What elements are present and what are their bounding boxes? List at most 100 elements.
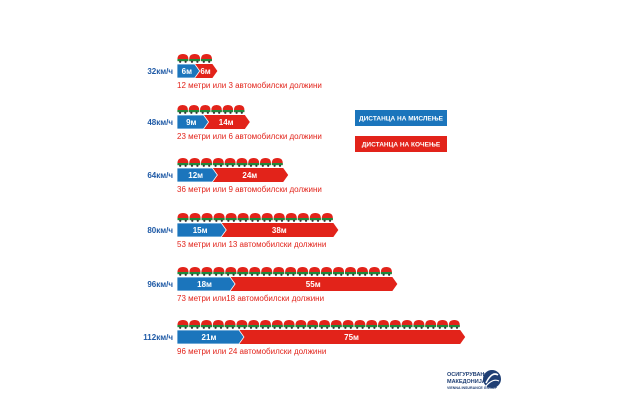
car-wheel (219, 164, 223, 167)
car-icon (201, 158, 212, 167)
speed-label: 80км/ч (147, 226, 173, 235)
car-wheel (190, 164, 194, 167)
car-wheel (444, 326, 447, 329)
car-icon (285, 267, 297, 276)
car-icon (297, 267, 309, 276)
car-icon (297, 213, 309, 222)
car-wheel (256, 219, 260, 222)
car-stripe (437, 325, 448, 328)
bar-thinking (176, 114, 210, 130)
car-stripe (177, 272, 189, 275)
car-wheel (403, 326, 406, 329)
car-wheel (382, 273, 385, 276)
car-wheel (455, 326, 459, 329)
car-icon (273, 267, 285, 276)
chart-row: 80км/ч 15м 38м 53 метри или 13 автомобилски… (147, 213, 339, 249)
car-wheel (208, 164, 211, 167)
car-wheel (235, 111, 238, 114)
car-stripe (222, 110, 234, 113)
label-braking: 55м (306, 280, 321, 289)
car-wheel (268, 273, 271, 276)
car-stripe (224, 163, 236, 166)
car-wheel (238, 164, 241, 167)
car-icon (248, 320, 260, 329)
car-wheel (349, 326, 352, 329)
logo-line-1: ОСИГУРУВАЊЕ (447, 372, 490, 378)
car-stripe (248, 325, 260, 328)
label-thinking: 9м (186, 118, 196, 127)
car-wheel (299, 219, 302, 222)
car-stripe (307, 325, 319, 328)
car-stripe (211, 110, 222, 113)
label-thinking: 15м (193, 226, 208, 235)
chart-row: 64км/ч 12м 24м 36 метри или 9 автомобилски … (147, 158, 322, 194)
car-wheel (190, 111, 193, 114)
car-stripe (354, 325, 366, 328)
car-icon (261, 213, 273, 222)
company-logo: ОСИГУРУВАЊЕ МАКЕДОНИЈА VIENNA INSURANCE … (447, 370, 501, 390)
car-icon (321, 213, 333, 222)
speed-label: 112км/ч (143, 333, 173, 342)
car-icon (378, 320, 389, 329)
car-stripe (321, 272, 333, 275)
car-icon (236, 320, 248, 329)
legend-item-braking: ДИСТАНЦА НА КОЧЕЊЕ (355, 136, 447, 152)
car-wheel (220, 273, 223, 276)
car-wheel (190, 326, 194, 329)
label-thinking: 6м (182, 67, 192, 76)
car-icon (201, 213, 213, 222)
car-icon (283, 320, 295, 329)
car-wheel (310, 273, 313, 276)
car-icon (189, 320, 201, 329)
car-wheel (311, 219, 314, 222)
label-braking: 14м (219, 118, 234, 127)
label-braking: 75м (344, 333, 359, 342)
car-wheel (202, 164, 205, 167)
car-wheel (178, 111, 182, 114)
car-wheel (278, 326, 282, 329)
chart-row: 96км/ч 18м 55м 73 метри или18 автомобилски … (147, 267, 398, 303)
car-stripe (378, 325, 389, 328)
bar-thinking (176, 167, 218, 183)
car-stripe (413, 325, 425, 328)
legend-label-braking: ДИСТАНЦА НА КОЧЕЊЕ (362, 142, 441, 149)
car-stripe (225, 272, 237, 275)
bar-thinking (176, 276, 236, 292)
car-icon (401, 320, 413, 329)
car-stripe (201, 218, 213, 221)
car-stripe (401, 325, 413, 328)
car-wheel (244, 273, 247, 276)
car-wheel (249, 164, 253, 167)
car-wheel (304, 219, 308, 222)
car-icon (211, 105, 222, 114)
car-wheel (208, 60, 211, 63)
legend-item-thinking: ДИСТАНЦА НА МИСЛЕЊЕ (355, 110, 447, 126)
car-icon (177, 213, 189, 222)
car-wheel (226, 326, 229, 329)
car-wheel (290, 326, 293, 329)
car-wheel (196, 219, 199, 222)
car-wheel (292, 219, 296, 222)
car-stripe (309, 272, 321, 275)
car-icon (380, 267, 392, 276)
car-wheel (191, 219, 194, 222)
car-wheel (432, 326, 435, 329)
car-icon (307, 320, 319, 329)
car-icon (271, 320, 283, 329)
car-wheel (208, 219, 211, 222)
car-stripe (333, 272, 345, 275)
car-wheel (332, 326, 335, 329)
car-stripe (283, 325, 295, 328)
car-stripe (389, 325, 401, 328)
car-stripe (177, 110, 188, 113)
car-icon (333, 267, 345, 276)
car-wheel (267, 326, 270, 329)
car-wheel (240, 111, 243, 114)
car-wheel (263, 219, 266, 222)
logo-line-3: VIENNA INSURANCE GROUP (447, 386, 498, 390)
car-wheel (388, 273, 391, 276)
car-stripe (261, 218, 273, 221)
car-wheel (184, 60, 187, 63)
car-icon (200, 105, 211, 114)
